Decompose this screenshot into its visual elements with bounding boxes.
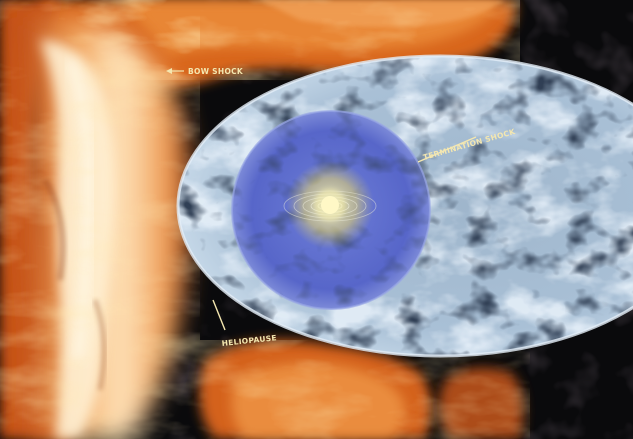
solar-system [283,161,377,249]
bow-shock-plasma [0,0,200,439]
leader-line [417,136,477,163]
bow-shock-text: BOW SHOCK [188,67,244,76]
bow-shock-label: BOW SHOCK [166,67,244,76]
lower-plasma-cloud [199,340,530,439]
leader-line [212,299,226,331]
